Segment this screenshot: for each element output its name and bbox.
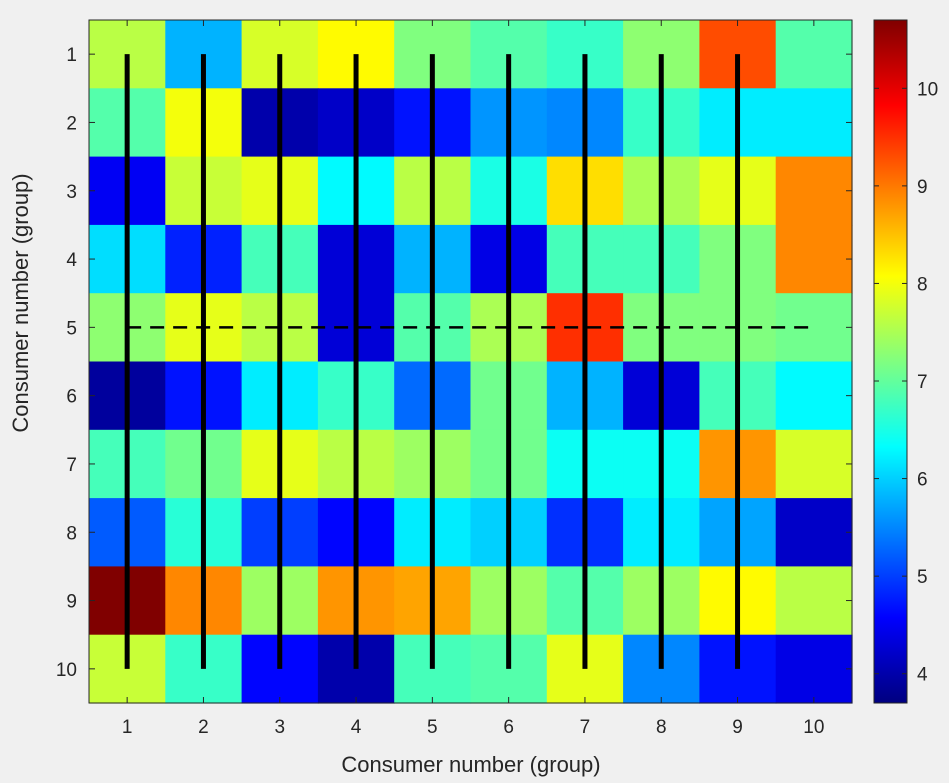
colorbar-tick-label: 7 bbox=[917, 372, 928, 393]
x-tick-label: 10 bbox=[803, 717, 824, 738]
x-tick-label: 5 bbox=[427, 717, 438, 738]
colorbar-scale bbox=[873, 19, 908, 704]
y-tick-label: 7 bbox=[66, 455, 77, 476]
x-tick-label: 9 bbox=[732, 717, 743, 738]
colorbar-tick-label: 9 bbox=[917, 177, 928, 198]
x-tick-label: 8 bbox=[656, 717, 667, 738]
y-tick-label: 5 bbox=[66, 318, 77, 339]
y-tick-label: 2 bbox=[66, 113, 77, 134]
heatmap-cell bbox=[775, 88, 853, 158]
heatmap-cell bbox=[775, 361, 853, 431]
x-tick-label: 2 bbox=[198, 717, 209, 738]
y-tick-label: 9 bbox=[66, 592, 77, 613]
x-tick-label: 7 bbox=[580, 717, 591, 738]
y-tick-label: 1 bbox=[66, 45, 77, 66]
heatmap-cell bbox=[775, 634, 853, 704]
heatmap-cell bbox=[775, 429, 853, 499]
y-tick-label: 3 bbox=[66, 182, 77, 203]
heatmap-cell bbox=[775, 293, 853, 363]
heatmap-cell bbox=[775, 498, 853, 567]
y-tick-label: 8 bbox=[66, 523, 77, 544]
colorbar-tick-label: 10 bbox=[917, 79, 938, 100]
axes-frame bbox=[88, 19, 853, 704]
axes: 1 2 3 4 5 6 7 8 9 10 1 2 3 4 5 6 7 8 9 10 bbox=[56, 19, 853, 738]
y-tick-label: 10 bbox=[56, 660, 77, 681]
heatmap-cell bbox=[775, 156, 853, 226]
colorbar-tick-label: 6 bbox=[917, 470, 928, 491]
heatmap-cell bbox=[775, 224, 853, 294]
colorbar: 4 5 6 7 8 9 10 bbox=[873, 19, 938, 704]
heatmap-cell bbox=[775, 566, 853, 636]
x-tick-label: 1 bbox=[122, 717, 133, 738]
colorbar-tick-label: 4 bbox=[917, 665, 928, 686]
y-tick-label: 6 bbox=[66, 387, 77, 408]
x-axis-label: Consumer number (group) bbox=[341, 752, 600, 777]
x-tick-label: 4 bbox=[351, 717, 362, 738]
x-tick-label: 6 bbox=[503, 717, 514, 738]
y-tick-label: 4 bbox=[66, 250, 77, 271]
overlay-lines bbox=[124, 54, 814, 669]
x-tick-label: 3 bbox=[274, 717, 285, 738]
heatmap-cell bbox=[775, 20, 853, 89]
colorbar-tick-label: 8 bbox=[917, 274, 928, 295]
colorbar-tick-label: 5 bbox=[917, 567, 928, 588]
y-axis-label: Consumer number (group) bbox=[8, 173, 33, 432]
